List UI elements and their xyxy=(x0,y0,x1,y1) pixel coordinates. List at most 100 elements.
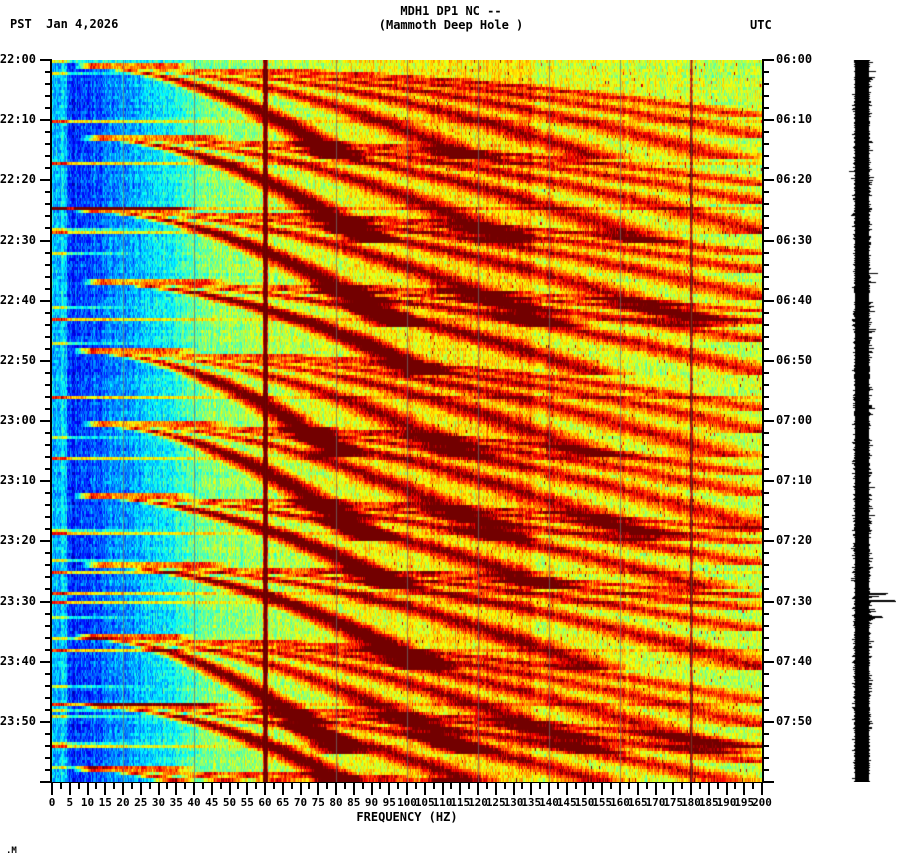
frequency-major-tick xyxy=(672,782,675,795)
corner-artifact-mark: .M xyxy=(6,846,17,856)
frequency-label: 0 xyxy=(48,796,56,809)
left-axis-major-tick xyxy=(40,119,52,122)
seismogram-amplitude-strip xyxy=(840,60,896,782)
frequency-minor-tick xyxy=(397,782,400,789)
right-axis-minor-tick xyxy=(762,504,769,507)
frequency-axis xyxy=(51,782,764,796)
header-left-timezone-date: PST Jan 4,2026 xyxy=(10,17,119,31)
left-axis-major-tick xyxy=(40,600,52,603)
left-axis-minor-tick xyxy=(45,612,52,615)
right-axis-minor-tick xyxy=(762,612,769,615)
right-axis-minor-tick xyxy=(762,95,769,98)
left-axis-minor-tick xyxy=(45,263,52,266)
left-axis-minor-tick xyxy=(45,215,52,218)
right-time-tick-labels: 06:00 06:10 06:20 06:30 06:40 06:50 07:00 07:10… xyxy=(776,53,856,782)
frequency-label: 95 xyxy=(382,796,396,809)
left-axis-minor-tick xyxy=(45,528,52,531)
left-axis-minor-tick xyxy=(45,311,52,314)
left-axis-major-tick xyxy=(40,480,52,483)
left-axis-minor-tick xyxy=(45,383,52,386)
left-time-label: 22:30 xyxy=(0,232,36,247)
right-axis-minor-tick xyxy=(762,371,769,374)
frequency-label: 85 xyxy=(347,796,361,809)
frequency-minor-tick xyxy=(592,782,595,789)
right-axis-minor-tick xyxy=(762,83,769,86)
frequency-minor-tick xyxy=(326,782,329,789)
frequency-label: 70 xyxy=(293,796,308,809)
right-time-label: 06:40 xyxy=(776,292,813,307)
frequency-minor-tick xyxy=(77,782,80,789)
left-axis-minor-tick xyxy=(45,564,52,567)
right-axis-minor-tick xyxy=(762,203,769,206)
right-axis-minor-tick xyxy=(762,456,769,459)
right-time-label: 06:00 xyxy=(776,52,813,66)
frequency-label: 160 xyxy=(610,796,630,809)
left-axis-minor-tick xyxy=(45,576,52,579)
frequency-label: 80 xyxy=(329,796,343,809)
frequency-major-tick xyxy=(548,782,550,795)
right-axis-minor-tick xyxy=(762,383,769,386)
right-axis-minor-tick xyxy=(762,684,769,687)
left-time-tick-labels: 22:00 22:10 22:20 22:30 22:40 22:50 23:00 23:10… xyxy=(0,53,38,782)
frequency-label: 15 xyxy=(98,796,112,809)
right-axis-minor-tick xyxy=(762,167,769,170)
spectrogram-plot[interactable] xyxy=(52,60,762,782)
frequency-major-tick xyxy=(246,782,249,795)
left-axis-minor-tick xyxy=(45,323,52,326)
left-time-label: 23:00 xyxy=(0,413,36,427)
frequency-label: 135 xyxy=(521,796,542,809)
right-axis-minor-tick xyxy=(762,287,769,290)
right-axis-major-tick xyxy=(762,600,774,603)
frequency-label: 90 xyxy=(364,796,379,809)
right-axis-minor-tick xyxy=(762,143,769,146)
frequency-minor-tick xyxy=(219,782,222,789)
left-axis-minor-tick xyxy=(45,756,52,759)
right-axis-minor-tick xyxy=(762,588,769,591)
frequency-label: 35 xyxy=(169,796,183,809)
left-time-label: 22:10 xyxy=(0,112,36,127)
right-axis-minor-tick xyxy=(762,516,769,519)
frequency-label: 185 xyxy=(698,796,719,809)
frequency-major-tick xyxy=(122,782,124,795)
frequency-minor-tick xyxy=(574,782,577,789)
left-axis-minor-tick xyxy=(45,492,52,495)
frequency-major-tick xyxy=(423,782,426,795)
frequency-major-tick xyxy=(352,782,355,795)
right-axis-minor-tick xyxy=(762,492,769,495)
frequency-label: 120 xyxy=(468,796,488,809)
left-axis-minor-tick xyxy=(45,347,52,350)
left-time-label: 23:40 xyxy=(0,653,36,668)
right-axis-major-tick xyxy=(762,299,774,302)
frequency-major-tick xyxy=(583,782,586,795)
right-time-label: 07:00 xyxy=(776,413,813,427)
frequency-minor-tick xyxy=(379,782,382,789)
left-axis-minor-tick xyxy=(45,167,52,170)
frequency-minor-tick xyxy=(59,782,62,789)
left-time-axis xyxy=(40,59,52,783)
frequency-major-tick xyxy=(530,782,533,795)
frequency-major-tick xyxy=(299,782,302,795)
frequency-major-tick xyxy=(335,782,337,795)
frequency-minor-tick xyxy=(113,782,116,789)
frequency-label: 125 xyxy=(485,796,506,809)
right-axis-major-tick xyxy=(762,720,774,723)
frequency-label: 60 xyxy=(258,796,272,809)
frequency-major-tick xyxy=(388,782,391,795)
frequency-label: 100 xyxy=(397,796,417,809)
frequency-label: 200 xyxy=(752,796,772,809)
left-axis-minor-tick xyxy=(45,456,52,459)
left-axis-minor-tick xyxy=(45,371,52,374)
frequency-label: 115 xyxy=(450,796,471,809)
right-axis-minor-tick xyxy=(762,732,769,735)
right-axis-minor-tick xyxy=(762,131,769,134)
frequency-label: 140 xyxy=(539,796,559,809)
left-axis-minor-tick xyxy=(45,203,52,206)
frequency-minor-tick xyxy=(166,782,169,789)
frequency-minor-tick xyxy=(95,782,98,789)
right-axis-minor-tick xyxy=(762,468,769,471)
frequency-minor-tick xyxy=(468,782,471,789)
left-time-label: 22:40 xyxy=(0,292,36,307)
left-axis-major-tick xyxy=(40,660,52,663)
frequency-label: 155 xyxy=(592,796,613,809)
left-axis-minor-tick xyxy=(45,107,52,110)
